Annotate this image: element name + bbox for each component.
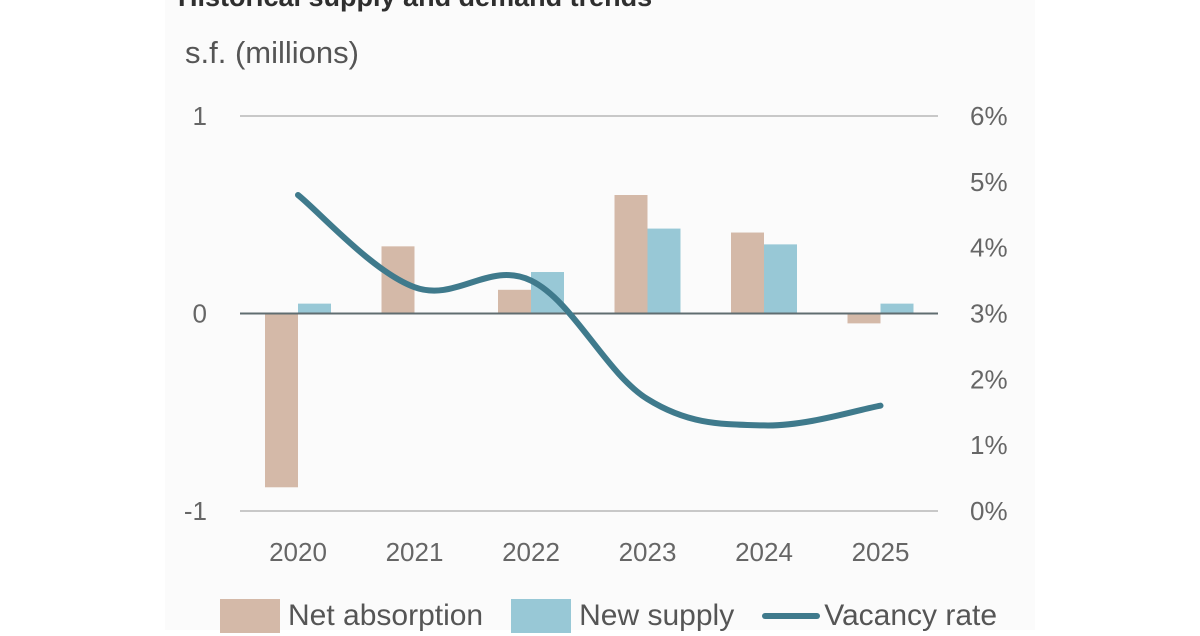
- x-axis-tick-label: 2021: [386, 537, 444, 567]
- right-axis-tick-label: 5%: [970, 167, 1008, 197]
- net-absorption-bar: [498, 289, 531, 314]
- new-supply-bar: [298, 303, 331, 314]
- x-axis-tick-label: 2020: [269, 537, 327, 567]
- left-axis-unit-label: s.f. (millions): [185, 35, 359, 70]
- right-axis-tick-label: 4%: [970, 233, 1008, 263]
- net-absorption-bar: [614, 195, 648, 314]
- legend-item-new-supply: New supply: [511, 599, 734, 633]
- vacancy-rate-line: [295, 192, 884, 429]
- net-absorption-bar: [265, 313, 298, 488]
- legend-item-net-absorption: Net absorption: [220, 599, 483, 633]
- chart-panel: [165, 0, 1035, 630]
- net-absorption-bar: [847, 313, 881, 324]
- right-axis-tick-label: 1%: [970, 430, 1008, 460]
- right-axis-tick-label: 2%: [970, 364, 1008, 394]
- legend-label-net-absorption: Net absorption: [288, 599, 484, 632]
- right-axis-tick-label: 0%: [970, 496, 1008, 526]
- new-supply-bar: [880, 303, 914, 314]
- new-supply-bar: [764, 244, 797, 314]
- legend-label-new-supply: New supply: [579, 599, 735, 632]
- legend-label-vacancy-rate: Vacancy rate: [824, 599, 998, 632]
- net-absorption-bar: [731, 232, 764, 314]
- net-absorption-swatch: [220, 599, 280, 633]
- right-axis-tick-label: 6%: [970, 101, 1008, 131]
- x-axis-tick-label: 2023: [619, 537, 677, 567]
- x-axis-tick-label: 2024: [735, 537, 793, 567]
- right-axis-tick-label: 3%: [970, 299, 1008, 329]
- x-axis-tick-label: 2022: [502, 537, 560, 567]
- chart-legend: Net absorption New supply Vacancy rate: [220, 596, 1025, 636]
- vacancy-rate-swatch: [762, 613, 821, 619]
- new-supply-bar: [647, 228, 681, 314]
- left-axis-tick-label: -1: [184, 496, 207, 526]
- new-supply-swatch: [511, 599, 572, 633]
- chart-title: Historical supply and demand trends: [178, 0, 652, 13]
- x-axis-tick-label: 2025: [852, 537, 910, 567]
- left-axis-tick-label: 1: [193, 101, 207, 131]
- legend-item-vacancy-rate: Vacancy rate: [762, 599, 997, 633]
- left-axis-tick-label: 0: [193, 299, 207, 329]
